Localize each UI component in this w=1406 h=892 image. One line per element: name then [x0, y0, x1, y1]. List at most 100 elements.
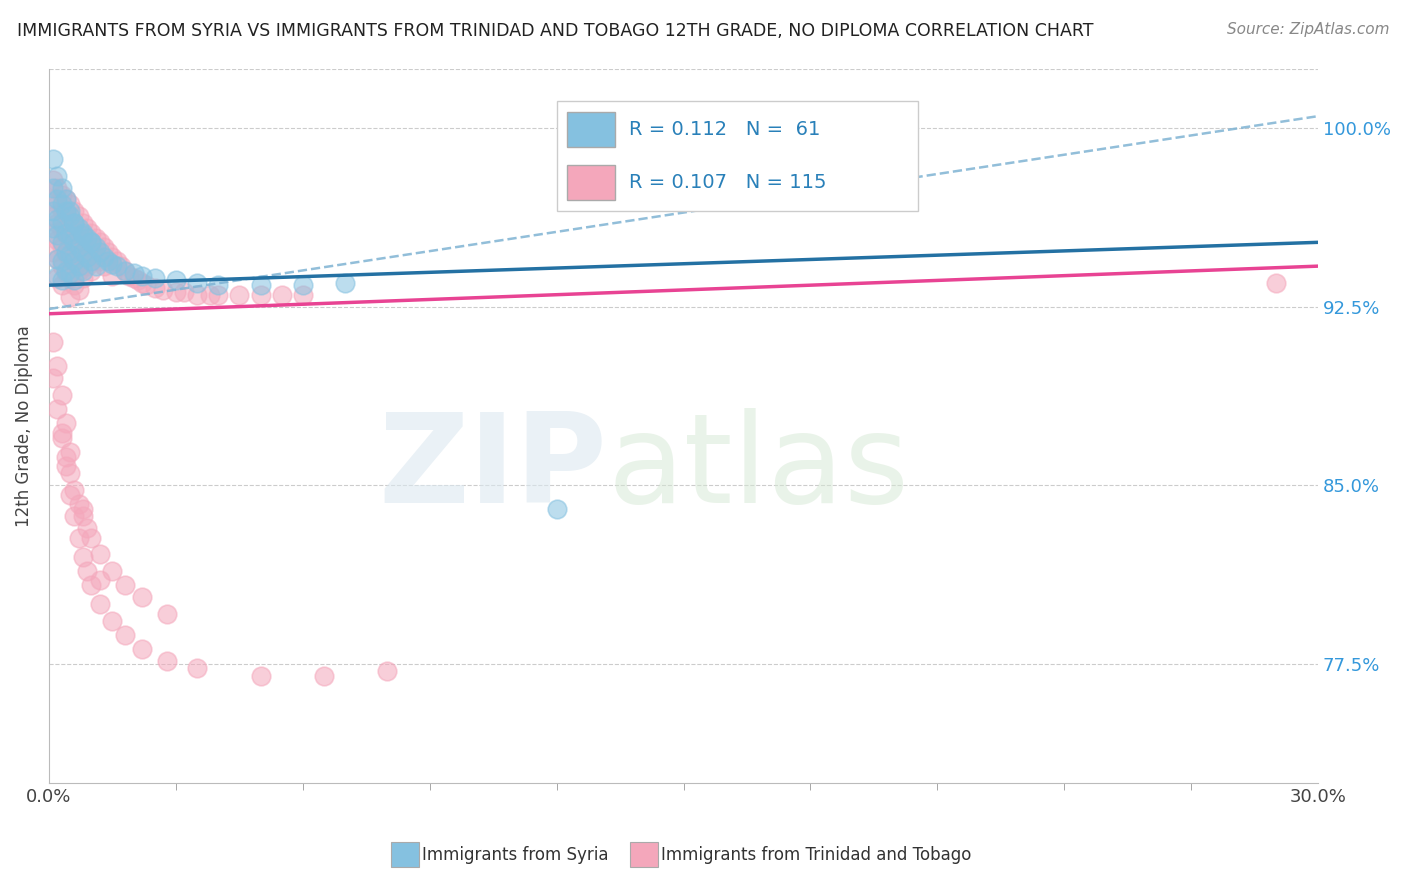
Point: [76, 521, 98, 535]
Point: [51, 278, 73, 293]
Point: [270, 287, 292, 301]
Point: [51, 259, 73, 273]
Point: [156, 654, 179, 668]
Point: [165, 285, 187, 300]
Point: [249, 287, 271, 301]
Point: [89, 597, 111, 611]
Point: [59, 488, 82, 502]
Point: [63, 483, 86, 497]
Point: [291, 287, 314, 301]
Point: [51, 431, 73, 445]
Point: [67, 497, 90, 511]
Point: [46, 233, 69, 247]
Point: [114, 628, 136, 642]
Point: [131, 268, 153, 283]
Point: [46, 271, 69, 285]
Point: [114, 264, 136, 278]
Point: [51, 254, 73, 268]
Point: [59, 204, 82, 219]
Point: [207, 287, 229, 301]
Point: [80, 264, 103, 278]
Point: [46, 180, 69, 194]
Point: [198, 287, 221, 301]
Point: [143, 271, 166, 285]
Point: [186, 287, 208, 301]
Point: [46, 252, 69, 266]
Text: Source: ZipAtlas.com: Source: ZipAtlas.com: [1226, 22, 1389, 37]
Text: Immigrants from Syria: Immigrants from Syria: [422, 846, 609, 863]
Point: [67, 209, 90, 223]
Point: [312, 668, 335, 682]
Point: [55, 193, 77, 207]
Point: [63, 278, 86, 293]
Point: [63, 509, 86, 524]
Point: [59, 252, 82, 266]
Point: [80, 235, 103, 250]
Point: [59, 228, 82, 243]
Point: [89, 547, 111, 561]
Point: [114, 264, 136, 278]
Point: [72, 244, 94, 259]
Point: [59, 467, 82, 481]
Point: [59, 216, 82, 230]
Point: [89, 244, 111, 259]
Point: [59, 271, 82, 285]
Point: [80, 244, 103, 259]
Point: [173, 285, 195, 300]
Point: [76, 240, 98, 254]
Point: [110, 259, 132, 273]
Point: [72, 228, 94, 243]
Point: [131, 590, 153, 604]
Point: [46, 211, 69, 226]
Point: [80, 578, 103, 592]
Point: [59, 247, 82, 261]
Point: [80, 235, 103, 250]
Point: [80, 226, 103, 240]
Point: [51, 235, 73, 250]
Point: [59, 445, 82, 459]
Point: [165, 273, 187, 287]
Point: [51, 204, 73, 219]
Point: [186, 276, 208, 290]
Point: [51, 223, 73, 237]
Point: [51, 187, 73, 202]
Text: ZIP: ZIP: [378, 408, 607, 529]
Point: [51, 425, 73, 440]
Point: [59, 235, 82, 250]
Point: [55, 228, 77, 243]
Point: [67, 283, 90, 297]
Point: [59, 290, 82, 304]
Point: [377, 664, 399, 678]
Point: [186, 661, 208, 675]
Point: [97, 254, 120, 268]
Point: [42, 371, 65, 385]
Point: [72, 509, 94, 524]
Point: [63, 254, 86, 268]
Point: [93, 259, 115, 273]
Point: [42, 209, 65, 223]
Point: [46, 228, 69, 243]
Point: [67, 247, 90, 261]
Point: [72, 226, 94, 240]
Point: [42, 221, 65, 235]
Point: [63, 273, 86, 287]
Point: [55, 266, 77, 280]
Point: [76, 250, 98, 264]
Point: [72, 216, 94, 230]
Point: [46, 216, 69, 230]
Point: [67, 259, 90, 273]
Point: [67, 264, 90, 278]
Point: [546, 502, 568, 516]
Point: [143, 280, 166, 294]
Point: [72, 271, 94, 285]
Point: [93, 250, 115, 264]
Point: [131, 642, 153, 657]
Point: [228, 287, 250, 301]
Point: [80, 531, 103, 545]
Point: [51, 216, 73, 230]
Point: [46, 268, 69, 283]
Point: [46, 402, 69, 417]
Point: [72, 252, 94, 266]
Point: [89, 254, 111, 268]
Point: [42, 335, 65, 350]
